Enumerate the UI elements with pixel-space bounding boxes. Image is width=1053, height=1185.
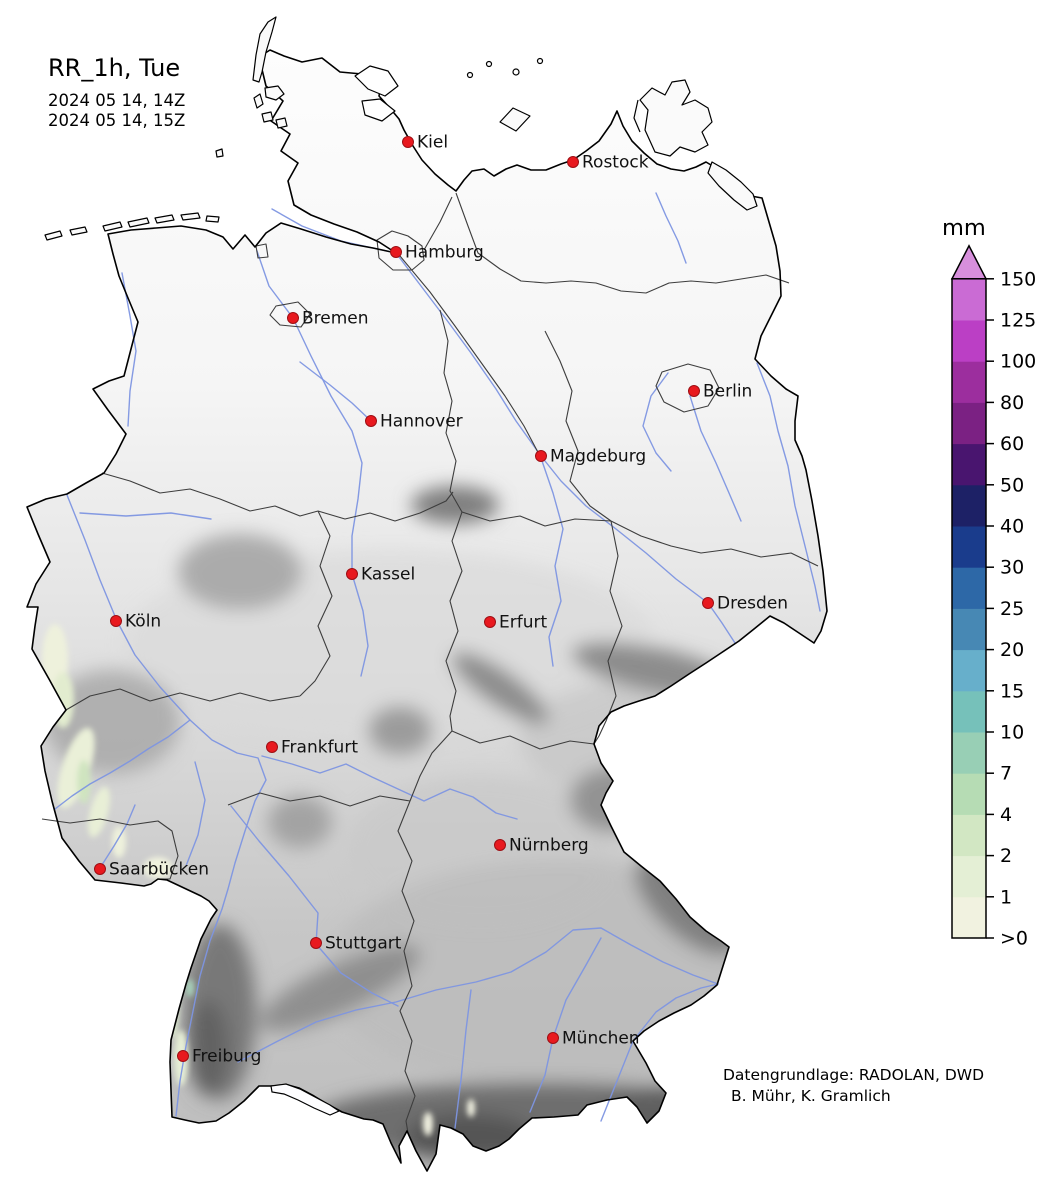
colorbar-segment	[952, 649, 986, 692]
colorbar-segment	[952, 773, 986, 815]
state-borders	[41, 192, 819, 1134]
colorbar-segment	[952, 278, 986, 321]
city-label: Frankfurt	[281, 738, 358, 758]
city-marker	[266, 741, 278, 753]
city-marker	[535, 450, 547, 462]
colorbar-tick-label: 60	[1000, 433, 1024, 455]
city-label: Freiburg	[192, 1047, 261, 1067]
colorbar-tick-label: 100	[1000, 351, 1036, 373]
colorbar-tick-label: 80	[1000, 392, 1024, 414]
city-markers: Kiel Rostock Hamburg Bremen Berlin Hannover Ma…	[94, 133, 788, 1067]
city-label: Kassel	[361, 565, 415, 585]
city-marker	[177, 1050, 189, 1062]
colorbar: >0 1 2 4 7 10 15 20 25 30 40 50 60 80 100 125 150	[950, 244, 1036, 950]
city-label: Nürnberg	[509, 836, 589, 856]
colorbar-segment	[952, 443, 986, 486]
colorbar-tick-label: 7	[1000, 763, 1012, 785]
colorbar-segment	[952, 732, 986, 774]
city-label: Berlin	[703, 382, 752, 402]
colorbar-segment	[952, 484, 986, 527]
timestamp-line-2: 2024 05 14, 15Z	[48, 111, 185, 130]
colorbar-arrow	[950, 244, 988, 280]
city-marker	[110, 615, 122, 627]
city-label: Rostock	[582, 153, 649, 173]
city-marker	[402, 136, 414, 148]
city-marker	[390, 246, 402, 258]
colorbar-tick-label: 10	[1000, 722, 1024, 744]
colorbar-segment	[952, 402, 986, 445]
colorbar-tick-label: 20	[1000, 639, 1024, 661]
attribution-line-1: Datengrundlage: RADOLAN, DWD	[723, 1066, 984, 1084]
attribution-line-2: B. Mühr, K. Gramlich	[731, 1087, 891, 1105]
lake-constance	[270, 1083, 341, 1116]
colorbar-segment	[952, 690, 986, 733]
city-marker	[346, 568, 358, 580]
city-marker	[688, 385, 700, 397]
city-marker	[547, 1032, 559, 1044]
city-label: Magdeburg	[550, 447, 646, 467]
city-marker	[287, 312, 299, 324]
timestamp-line-1: 2024 05 14, 14Z	[48, 91, 185, 110]
city-marker	[484, 616, 496, 628]
city-marker	[702, 597, 714, 609]
city-marker	[310, 937, 322, 949]
city-marker	[567, 156, 579, 168]
rivers	[54, 192, 821, 1129]
city-label: Erfurt	[499, 613, 547, 633]
city-label: Hamburg	[405, 243, 484, 263]
colorbar-segment	[952, 814, 986, 857]
city-label: München	[562, 1029, 640, 1049]
colorbar-tick-label: >0	[1000, 928, 1028, 950]
colorbar-tick-label: 125	[1000, 310, 1036, 332]
colorbar-segment	[952, 526, 986, 568]
city-label: Köln	[125, 612, 161, 632]
colorbar-unit-label: mm	[942, 215, 986, 241]
terrain-shading	[44, 486, 795, 1162]
colorbar-tick-label: 40	[1000, 516, 1024, 538]
city-marker	[494, 839, 506, 851]
colorbar-segment	[952, 896, 986, 939]
colorbar-segment	[952, 567, 986, 609]
city-label: Dresden	[717, 594, 788, 614]
colorbar-tick-label: 30	[1000, 557, 1024, 579]
colorbar-tick-label: 15	[1000, 680, 1024, 702]
colorbar-segment	[952, 320, 986, 362]
city-label: Hannover	[380, 412, 463, 432]
colorbar-tick-label: 50	[1000, 474, 1024, 496]
colorbar-segment	[952, 855, 986, 898]
colorbar-segment	[952, 608, 986, 651]
city-label: Stuttgart	[325, 934, 402, 954]
colorbar-tick-label: 150	[1000, 268, 1036, 290]
city-label: Saarbücken	[109, 860, 209, 880]
colorbar-tick-label: 1	[1000, 886, 1012, 908]
city-marker	[365, 415, 377, 427]
colorbar-segment	[952, 361, 986, 403]
city-label: Bremen	[302, 309, 369, 329]
colorbar-tick-label: 4	[1000, 804, 1012, 826]
map-title: RR_1h, Tue	[48, 54, 180, 82]
colorbar-tick-label: 2	[1000, 845, 1012, 867]
colorbar-tick-label: 25	[1000, 598, 1024, 620]
islands	[44, 16, 758, 1116]
city-marker	[94, 863, 106, 875]
city-label: Kiel	[417, 133, 448, 153]
